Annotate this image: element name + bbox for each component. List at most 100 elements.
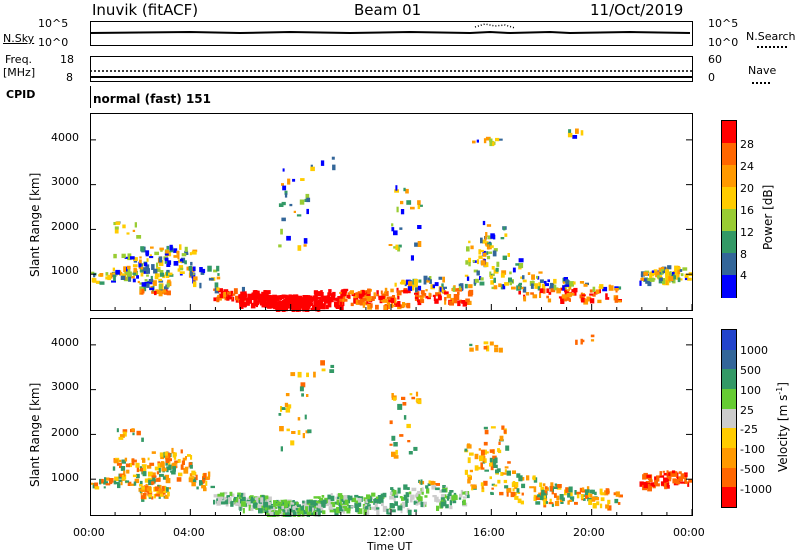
power-cell bbox=[391, 227, 395, 232]
velocity-cell bbox=[316, 505, 319, 508]
velocity-cell bbox=[262, 507, 265, 513]
velocity-cell bbox=[382, 492, 387, 498]
power-cell bbox=[283, 302, 286, 307]
velocity-cell bbox=[357, 498, 362, 503]
velocity-cell bbox=[148, 471, 153, 477]
velocity-cell bbox=[238, 503, 242, 507]
power-cell bbox=[370, 303, 373, 308]
power-cell bbox=[423, 279, 427, 285]
power-cell bbox=[522, 279, 527, 283]
power-cell bbox=[662, 278, 666, 284]
power-cell bbox=[181, 253, 187, 257]
power-cell bbox=[470, 245, 474, 250]
power-cell bbox=[480, 249, 484, 252]
velocity-cell bbox=[480, 467, 485, 470]
power-cell bbox=[341, 299, 345, 302]
velocity-cell bbox=[668, 472, 671, 476]
power-cell bbox=[124, 256, 128, 259]
nave-tick-bottom: 0 bbox=[708, 71, 715, 84]
velocity-cell bbox=[234, 500, 237, 505]
power-cell bbox=[480, 260, 486, 266]
cpid-marker bbox=[90, 86, 91, 108]
velocity-cell bbox=[164, 494, 169, 499]
velocity-cell bbox=[344, 505, 347, 512]
power-cell bbox=[549, 282, 555, 289]
velocity-cell bbox=[141, 486, 145, 490]
power-cell bbox=[136, 275, 139, 279]
velocity-cell bbox=[483, 455, 486, 461]
velocity-cell bbox=[287, 512, 292, 517]
velocity-cell bbox=[410, 494, 415, 500]
power-cell bbox=[658, 267, 663, 273]
power-cell bbox=[438, 290, 442, 296]
velocity-cell bbox=[263, 502, 269, 508]
power-cell bbox=[562, 281, 565, 284]
velocity-cell bbox=[439, 489, 442, 493]
power-cell bbox=[583, 298, 589, 305]
power-cells bbox=[91, 128, 694, 312]
power-cell bbox=[304, 198, 308, 202]
velocity-cell bbox=[147, 457, 150, 461]
power-cell bbox=[341, 291, 347, 297]
velocity-cell bbox=[599, 488, 603, 495]
velocity-cell bbox=[151, 475, 157, 478]
velocity-cell bbox=[104, 477, 107, 483]
power-cell bbox=[134, 222, 137, 228]
power-cell bbox=[127, 271, 132, 278]
power-cell bbox=[235, 295, 240, 301]
velocity-cell bbox=[449, 505, 453, 510]
velocity-cell bbox=[381, 502, 384, 507]
power-colorbar bbox=[721, 120, 737, 298]
velocity-cell bbox=[430, 481, 436, 485]
velocity-cell bbox=[342, 505, 346, 509]
power-cell bbox=[166, 282, 170, 288]
velocity-cell bbox=[160, 462, 165, 468]
power-cell bbox=[226, 291, 231, 295]
vel-cb-tick-neg500: -500 bbox=[740, 463, 765, 476]
velocity-cell bbox=[252, 500, 257, 504]
velocity-cell bbox=[568, 492, 573, 496]
power-cell bbox=[504, 233, 508, 237]
power-cell bbox=[371, 296, 376, 299]
velocity-cell bbox=[347, 499, 351, 504]
power-cell bbox=[452, 286, 455, 292]
velocity-cell bbox=[676, 472, 679, 478]
power-cell bbox=[434, 298, 439, 304]
velocity-cell bbox=[129, 463, 132, 468]
power-cell bbox=[339, 301, 343, 307]
power-cell bbox=[592, 293, 596, 297]
velocity-cell bbox=[268, 509, 271, 514]
velocity-cell bbox=[647, 483, 650, 490]
velocity-cell bbox=[406, 492, 410, 498]
power-cell bbox=[173, 261, 179, 266]
velocity-cell bbox=[556, 495, 560, 501]
power-cell bbox=[640, 277, 645, 281]
velocity-cell bbox=[229, 491, 233, 496]
power-cell bbox=[453, 294, 458, 299]
velocity-cell bbox=[504, 469, 507, 473]
power-cell bbox=[640, 271, 645, 277]
power-cell bbox=[657, 275, 663, 280]
velocity-cell bbox=[142, 471, 147, 477]
power-cell bbox=[507, 253, 510, 257]
power-cell bbox=[281, 217, 286, 222]
power-cell bbox=[354, 292, 359, 296]
velocity-cell bbox=[220, 501, 226, 505]
velocity-cell bbox=[423, 501, 427, 505]
velocity-cell bbox=[516, 473, 521, 478]
velocity-cb-cell bbox=[722, 330, 736, 351]
power-cell bbox=[317, 291, 322, 297]
power-cell bbox=[656, 275, 660, 279]
power-cell bbox=[166, 274, 170, 278]
power-cell bbox=[343, 288, 349, 292]
power-cell bbox=[662, 270, 668, 274]
power-cell bbox=[192, 266, 196, 272]
power-cell bbox=[301, 299, 305, 302]
velocity-cell bbox=[330, 495, 335, 502]
power-cell bbox=[179, 258, 184, 262]
velocity-cell bbox=[183, 468, 189, 474]
power-cell bbox=[167, 260, 172, 265]
velocity-cell bbox=[684, 477, 687, 484]
velocity-cell bbox=[189, 464, 193, 469]
velocity-cell bbox=[613, 492, 618, 496]
